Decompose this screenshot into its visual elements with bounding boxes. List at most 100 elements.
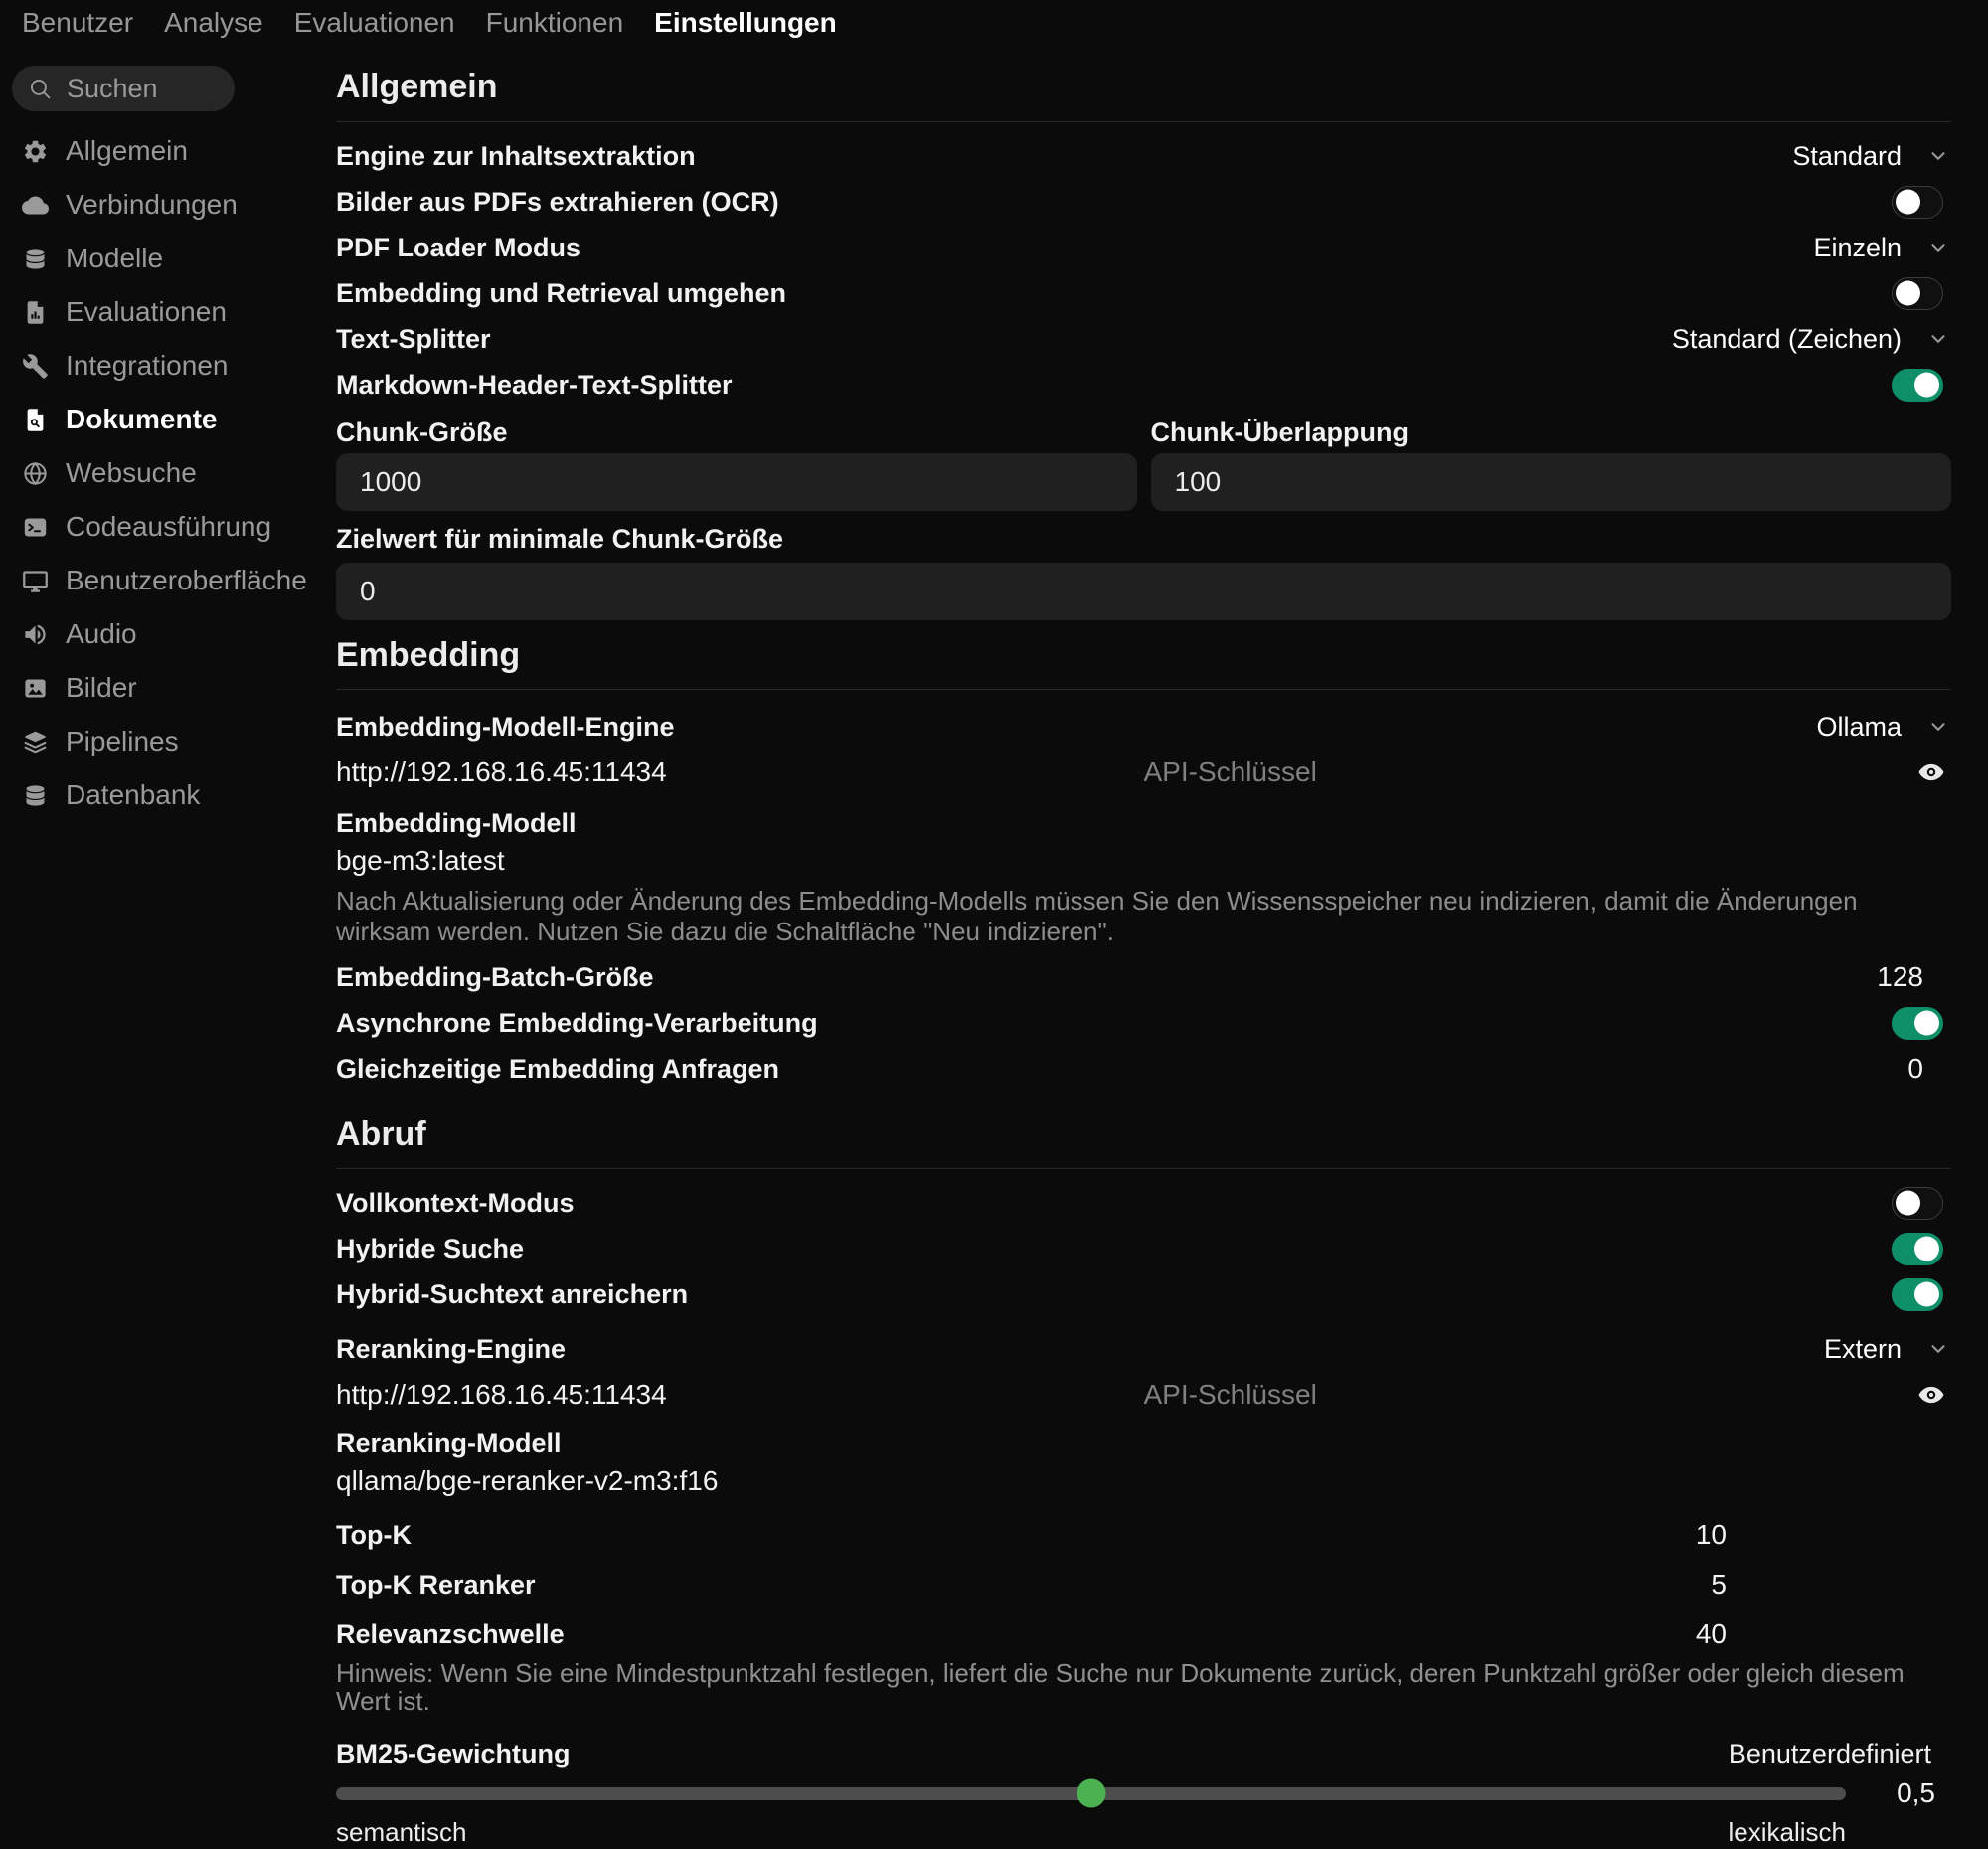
bm25-label: BM25-Gewichtung [336, 1738, 571, 1768]
content-extraction-value: Standard [1792, 140, 1902, 171]
relevance-hint: Hinweis: Wenn Sie eine Mindestpunktzahl … [336, 1658, 1905, 1716]
section-title-retrieval: Abruf [336, 1115, 426, 1153]
embedding-url-input[interactable] [336, 756, 1144, 788]
embedding-batch-label: Embedding-Batch-Größe [336, 961, 654, 992]
sidebar-item-dokumente[interactable]: Dokumente [12, 393, 316, 446]
bm25-value[interactable]: 0,5 [1897, 1777, 1935, 1808]
chunk-settings: Chunk-Größe Chunk-Überlappung [336, 413, 1951, 511]
toggle-knob [1914, 1236, 1939, 1261]
search-input[interactable] [65, 72, 221, 105]
ocr-row: Bilder aus PDFs extrahieren (OCR) [336, 179, 1951, 225]
rerank-engine-label: Reranking-Engine [336, 1333, 567, 1364]
database-icon [26, 248, 45, 269]
pdf-loader-label: PDF Loader Modus [336, 232, 581, 262]
sidebar-item-label: Integrationen [66, 350, 229, 381]
chunk-overlap-input[interactable] [1150, 453, 1951, 511]
async-embedding-row: Asynchrone Embedding-Verarbeitung [336, 1000, 1951, 1046]
chevron-down-icon [1931, 335, 1945, 343]
markdown-splitter-row: Markdown-Header-Text-Splitter [336, 362, 1951, 408]
sidebar-search[interactable] [12, 66, 235, 111]
bm25-mode-button[interactable]: Benutzerdefiniert [1728, 1738, 1931, 1768]
show-api-key-button[interactable] [1917, 758, 1945, 786]
concurrent-embedding-value[interactable]: 0 [1907, 1053, 1923, 1084]
text-splitter-row: Text-Splitter Standard (Zeichen) [336, 316, 1951, 362]
rerank-model-value[interactable]: qllama/bge-reranker-v2-m3:f16 [336, 1465, 719, 1496]
relevance-threshold-value[interactable]: 40 [1695, 1618, 1727, 1649]
min-chunk-input[interactable] [336, 563, 1951, 620]
ocr-toggle[interactable] [1892, 185, 1943, 219]
top-k-value[interactable]: 10 [1695, 1519, 1727, 1550]
rerank-connection-row [336, 1372, 1951, 1418]
embedding-api-key-input[interactable] [1143, 756, 1917, 788]
chevron-down-icon [1931, 723, 1945, 731]
nav-tab-evaluationen[interactable]: Evaluationen [293, 7, 455, 38]
rerank-model-label: Reranking-Modell [336, 1428, 562, 1458]
full-context-toggle[interactable] [1892, 1186, 1943, 1220]
chunk-size-input[interactable] [336, 453, 1137, 511]
enrich-search-toggle[interactable] [1892, 1277, 1943, 1311]
async-embedding-toggle[interactable] [1892, 1006, 1943, 1040]
ocr-label: Bilder aus PDFs extrahieren (OCR) [336, 186, 779, 217]
sidebar-item-pipelines[interactable]: Pipelines [12, 715, 316, 768]
hybrid-search-label: Hybride Suche [336, 1233, 525, 1263]
bm25-row: BM25-Gewichtung Benutzerdefiniert [336, 1734, 1951, 1773]
sidebar-item-allgemein[interactable]: Allgemein [12, 124, 316, 178]
sidebar-item-modelle[interactable]: Modelle [12, 232, 316, 285]
sidebar-item-label: Pipelines [66, 726, 179, 756]
embedding-model-value[interactable]: bge-m3:latest [336, 845, 505, 876]
section-title-general: Allgemein [336, 68, 498, 105]
nav-tab-einstellungen[interactable]: Einstellungen [654, 7, 837, 38]
terminal-icon [24, 518, 47, 536]
document-chart-icon [27, 300, 44, 324]
nav-tab-analyse[interactable]: Analyse [164, 7, 263, 38]
rerank-engine-value: Extern [1823, 1333, 1902, 1364]
wrench-icon [23, 353, 48, 379]
rerank-url-input[interactable] [336, 1379, 1144, 1411]
sidebar-item-evaluationen[interactable]: Evaluationen [12, 285, 316, 339]
enrich-search-label: Hybrid-Suchtext anreichern [336, 1278, 689, 1309]
sidebar-item-bilder[interactable]: Bilder [12, 661, 316, 715]
monitor-icon [23, 570, 48, 592]
bm25-slider-thumb[interactable] [1077, 1778, 1105, 1808]
sidebar-item-integrationen[interactable]: Integrationen [12, 339, 316, 393]
image-icon [25, 679, 46, 697]
sidebar-item-websuche[interactable]: Websuche [12, 446, 316, 500]
pdf-loader-select[interactable]: Einzeln [1813, 233, 1951, 263]
sidebar-item-audio[interactable]: Audio [12, 607, 316, 661]
embedding-engine-value: Ollama [1816, 711, 1902, 742]
sidebar-item-label: Datenbank [66, 779, 201, 810]
sidebar-item-datenbank[interactable]: Datenbank [12, 768, 316, 822]
show-api-key-button[interactable] [1917, 1381, 1945, 1409]
top-k-reranker-value[interactable]: 5 [1711, 1569, 1727, 1599]
sidebar-item-label: Audio [66, 618, 137, 649]
rerank-engine-row: Reranking-Engine Extern [336, 1326, 1951, 1372]
sidebar-item-label: Modelle [66, 243, 164, 273]
sidebar-item-benutzeroberflaeche[interactable]: Benutzeroberfläche [12, 554, 316, 607]
text-splitter-label: Text-Splitter [336, 323, 491, 354]
text-splitter-value: Standard (Zeichen) [1671, 323, 1902, 354]
rerank-api-key-input[interactable] [1143, 1379, 1917, 1411]
rerank-engine-select[interactable]: Extern [1824, 1334, 1951, 1365]
concurrent-embedding-row: Gleichzeitige Embedding Anfragen 0 [336, 1046, 1951, 1092]
bm25-slider[interactable] [336, 1778, 1846, 1808]
embedding-engine-row: Embedding-Modell-Engine Ollama [336, 704, 1951, 750]
sidebar-item-codeausfuehrung[interactable]: Codeausführung [12, 500, 316, 554]
layers-icon [24, 731, 47, 753]
sidebar-item-verbindungen[interactable]: Verbindungen [12, 178, 316, 232]
text-splitter-select[interactable]: Standard (Zeichen) [1672, 324, 1951, 355]
markdown-splitter-toggle[interactable] [1892, 368, 1943, 402]
bm25-slider-row: 0,5 [336, 1777, 1951, 1809]
bypass-toggle[interactable] [1892, 276, 1943, 310]
speaker-icon [25, 624, 46, 644]
chunk-size-label: Chunk-Größe [336, 417, 508, 447]
bm25-left-label: semantisch [336, 1816, 467, 1847]
hybrid-search-toggle[interactable] [1892, 1232, 1943, 1265]
min-chunk-label: Zielwert für minimale Chunk-Größe [336, 523, 784, 554]
content-extraction-label: Engine zur Inhaltsextraktion [336, 140, 696, 171]
divider [336, 121, 1951, 122]
nav-tab-funktionen[interactable]: Funktionen [485, 7, 624, 38]
content-extraction-select[interactable]: Standard [1792, 141, 1951, 172]
nav-tab-benutzer[interactable]: Benutzer [22, 7, 134, 38]
embedding-engine-select[interactable]: Ollama [1816, 712, 1951, 743]
embedding-batch-value[interactable]: 128 [1877, 961, 1923, 992]
